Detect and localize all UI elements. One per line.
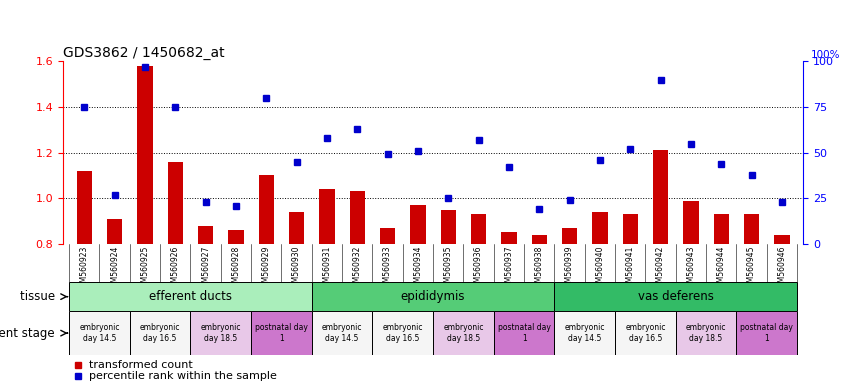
Bar (229, 230, 244, 244)
Bar (410, 205, 426, 244)
Text: embryonic
day 16.5: embryonic day 16.5 (140, 323, 180, 343)
Text: embryonic
day 14.5: embryonic day 14.5 (564, 323, 605, 343)
Bar (190, 311, 251, 355)
Text: postnatal day
1: postnatal day 1 (255, 323, 308, 343)
Text: GSM560938: GSM560938 (535, 246, 544, 292)
Bar (433, 311, 494, 355)
Text: efferent ducts: efferent ducts (149, 290, 232, 303)
Text: postnatal day
1: postnatal day 1 (740, 323, 793, 343)
Bar (562, 228, 577, 244)
Text: embryonic
day 16.5: embryonic day 16.5 (383, 323, 423, 343)
Text: GSM560924: GSM560924 (110, 246, 119, 292)
Text: percentile rank within the sample: percentile rank within the sample (89, 371, 277, 381)
Text: GDS3862 / 1450682_at: GDS3862 / 1450682_at (63, 46, 225, 60)
Text: GSM560937: GSM560937 (505, 246, 514, 292)
Text: GSM560935: GSM560935 (444, 246, 452, 292)
Text: epididymis: epididymis (401, 290, 465, 303)
Text: GSM560944: GSM560944 (717, 246, 726, 292)
Bar (441, 210, 456, 244)
Text: GSM560923: GSM560923 (80, 246, 89, 292)
Text: 100%: 100% (811, 50, 840, 60)
Text: GSM560940: GSM560940 (595, 246, 605, 292)
Bar (137, 66, 152, 244)
Text: GSM560933: GSM560933 (383, 246, 392, 292)
Text: GSM560946: GSM560946 (777, 246, 786, 292)
Text: GSM560930: GSM560930 (292, 246, 301, 292)
Bar (554, 311, 615, 355)
Text: transformed count: transformed count (89, 360, 193, 370)
Bar (259, 175, 274, 244)
Text: GSM560934: GSM560934 (414, 246, 422, 292)
Bar (615, 311, 676, 355)
Text: embryonic
day 18.5: embryonic day 18.5 (200, 323, 241, 343)
Bar (350, 191, 365, 244)
Bar (676, 311, 737, 355)
Bar (69, 311, 130, 355)
Bar (312, 311, 373, 355)
Bar (494, 311, 554, 355)
Text: GSM560936: GSM560936 (474, 246, 483, 292)
Bar (714, 214, 729, 244)
Bar (312, 282, 554, 311)
Bar (775, 235, 790, 244)
Text: GSM560926: GSM560926 (171, 246, 180, 292)
Bar (737, 311, 797, 355)
Text: GSM560932: GSM560932 (352, 246, 362, 292)
Bar (684, 200, 699, 244)
Bar (251, 311, 312, 355)
Text: embryonic
day 18.5: embryonic day 18.5 (443, 323, 484, 343)
Text: GSM560945: GSM560945 (747, 246, 756, 292)
Bar (501, 232, 516, 244)
Text: embryonic
day 14.5: embryonic day 14.5 (322, 323, 362, 343)
Bar (380, 228, 395, 244)
Bar (107, 219, 122, 244)
Bar (320, 189, 335, 244)
Text: GSM560931: GSM560931 (322, 246, 331, 292)
Text: GSM560943: GSM560943 (686, 246, 696, 292)
Text: GSM560942: GSM560942 (656, 246, 665, 292)
Text: GSM560929: GSM560929 (262, 246, 271, 292)
Bar (167, 162, 182, 244)
Bar (653, 151, 669, 244)
Text: GSM560928: GSM560928 (231, 246, 241, 292)
Text: development stage: development stage (0, 327, 59, 339)
Text: GSM560927: GSM560927 (201, 246, 210, 292)
Bar (198, 226, 214, 244)
Bar (744, 214, 759, 244)
Text: vas deferens: vas deferens (637, 290, 714, 303)
Text: postnatal day
1: postnatal day 1 (498, 323, 551, 343)
Text: GSM560939: GSM560939 (565, 246, 574, 292)
Text: embryonic
day 16.5: embryonic day 16.5 (625, 323, 666, 343)
Bar (373, 311, 433, 355)
Bar (289, 212, 304, 244)
Bar (592, 212, 607, 244)
Text: GSM560925: GSM560925 (140, 246, 150, 292)
Bar (130, 311, 190, 355)
Text: embryonic
day 14.5: embryonic day 14.5 (79, 323, 119, 343)
Bar (77, 171, 92, 244)
Bar (532, 235, 547, 244)
Bar (622, 214, 637, 244)
Text: tissue: tissue (20, 290, 59, 303)
Bar (554, 282, 797, 311)
Bar (69, 282, 312, 311)
Text: embryonic
day 18.5: embryonic day 18.5 (686, 323, 727, 343)
Text: GSM560941: GSM560941 (626, 246, 635, 292)
Bar (471, 214, 486, 244)
